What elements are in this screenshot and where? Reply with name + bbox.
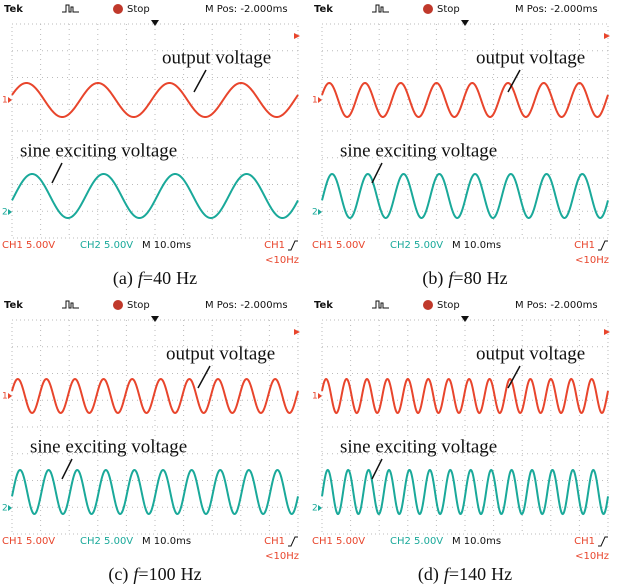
footer-trigger-freq: <10Hz bbox=[575, 551, 609, 562]
position: M Pos: -2.000ms bbox=[515, 4, 598, 15]
annotation: output voltage bbox=[166, 343, 275, 364]
position: M Pos: -2.000ms bbox=[515, 300, 598, 311]
channel-arrow bbox=[8, 505, 12, 511]
channel-arrow bbox=[318, 209, 322, 215]
caption-equals: = bbox=[453, 268, 463, 288]
caption-frequency: 100 bbox=[149, 564, 176, 584]
footer-ch1: CH1 5.00V bbox=[312, 536, 365, 547]
footer-timebase: M 10.0ms bbox=[142, 240, 191, 251]
status: Stop bbox=[437, 4, 460, 15]
annotation: output voltage bbox=[162, 47, 271, 68]
status: Stop bbox=[437, 300, 460, 311]
channel-marker: 2 bbox=[312, 504, 318, 514]
slope-icon bbox=[598, 241, 608, 250]
footer-trigger-source: CH1 bbox=[574, 240, 595, 251]
annotation: sine exciting voltage bbox=[30, 436, 187, 457]
footer-ch1: CH1 5.00V bbox=[312, 240, 365, 251]
footer-ch2: CH2 5.00V bbox=[80, 240, 133, 251]
scope-panel: Tek Stop M Pos: -2.000ms 1 2 output voltage si… bbox=[2, 4, 300, 289]
channel-marker: 1 bbox=[312, 96, 318, 106]
annotation: output voltage bbox=[476, 47, 585, 68]
stop-dot bbox=[423, 4, 433, 14]
channel-arrow bbox=[8, 209, 12, 215]
caption-label: (a) bbox=[113, 268, 133, 289]
footer-ch1: CH1 5.00V bbox=[2, 536, 55, 547]
caption-unit: Hz bbox=[491, 564, 512, 584]
caption-frequency: 40 bbox=[153, 268, 171, 288]
scope-panel: Tek Stop M Pos: -2.000ms 1 2 output voltage si… bbox=[312, 4, 610, 289]
footer-trigger-source: CH1 bbox=[264, 240, 285, 251]
channel-arrow bbox=[8, 97, 12, 103]
caption-label: (c) bbox=[108, 564, 128, 585]
stop-dot bbox=[113, 4, 123, 14]
caption-frequency: 80 bbox=[464, 268, 482, 288]
caption-equals: = bbox=[449, 564, 459, 584]
channel-arrow bbox=[318, 97, 322, 103]
scope-panel: Tek Stop M Pos: -2.000ms 1 2 output voltage si… bbox=[2, 300, 300, 585]
caption-equals: = bbox=[138, 564, 148, 584]
channel-marker: 2 bbox=[2, 208, 8, 218]
position: M Pos: -2.000ms bbox=[205, 4, 288, 15]
brand: Tek bbox=[4, 4, 23, 15]
stop-dot bbox=[113, 300, 123, 310]
footer-ch2: CH2 5.00V bbox=[390, 536, 443, 547]
footer-timebase: M 10.0ms bbox=[452, 240, 501, 251]
channel-arrow bbox=[8, 393, 12, 399]
channel-marker: 2 bbox=[2, 504, 8, 514]
footer-trigger-source: CH1 bbox=[264, 536, 285, 547]
caption-unit: Hz bbox=[176, 268, 197, 288]
caption-label: (d) bbox=[418, 564, 439, 585]
caption-unit: Hz bbox=[181, 564, 202, 584]
brand: Tek bbox=[4, 300, 23, 311]
channel-arrow bbox=[318, 505, 322, 511]
caption-frequency: 140 bbox=[459, 564, 486, 584]
slope-icon bbox=[288, 537, 298, 546]
position: M Pos: -2.000ms bbox=[205, 300, 288, 311]
acq-icon bbox=[62, 5, 79, 12]
footer-trigger-source: CH1 bbox=[574, 536, 595, 547]
slope-icon bbox=[288, 241, 298, 250]
caption-unit: Hz bbox=[487, 268, 508, 288]
footer-timebase: M 10.0ms bbox=[452, 536, 501, 547]
brand: Tek bbox=[314, 300, 333, 311]
acq-icon bbox=[372, 301, 389, 308]
brand: Tek bbox=[314, 4, 333, 15]
annotation: sine exciting voltage bbox=[20, 140, 177, 161]
footer-ch2: CH2 5.00V bbox=[390, 240, 443, 251]
caption-label: (b) bbox=[422, 268, 443, 289]
footer-ch1: CH1 5.00V bbox=[2, 240, 55, 251]
caption: (c)f=100Hz bbox=[108, 564, 201, 585]
acq-icon bbox=[62, 301, 79, 308]
channel-marker: 1 bbox=[2, 96, 8, 106]
channel-arrow bbox=[318, 393, 322, 399]
status: Stop bbox=[127, 4, 150, 15]
channel-marker: 2 bbox=[312, 208, 318, 218]
channel-marker: 1 bbox=[312, 392, 318, 402]
footer-trigger-freq: <10Hz bbox=[265, 255, 299, 266]
annotation: output voltage bbox=[476, 343, 585, 364]
scope-panel: Tek Stop M Pos: -2.000ms 1 2 output voltage si… bbox=[312, 300, 610, 585]
footer-trigger-freq: <10Hz bbox=[265, 551, 299, 562]
annotation: sine exciting voltage bbox=[340, 140, 497, 161]
slope-icon bbox=[598, 537, 608, 546]
footer-timebase: M 10.0ms bbox=[142, 536, 191, 547]
acq-icon bbox=[372, 5, 389, 12]
caption-equals: = bbox=[143, 268, 153, 288]
annotation: sine exciting voltage bbox=[340, 436, 497, 457]
figure: Tek Stop M Pos: -2.000ms 1 2 output voltage si… bbox=[0, 0, 618, 588]
footer-trigger-freq: <10Hz bbox=[575, 255, 609, 266]
status: Stop bbox=[127, 300, 150, 311]
stop-dot bbox=[423, 300, 433, 310]
footer-ch2: CH2 5.00V bbox=[80, 536, 133, 547]
channel-marker: 1 bbox=[2, 392, 8, 402]
